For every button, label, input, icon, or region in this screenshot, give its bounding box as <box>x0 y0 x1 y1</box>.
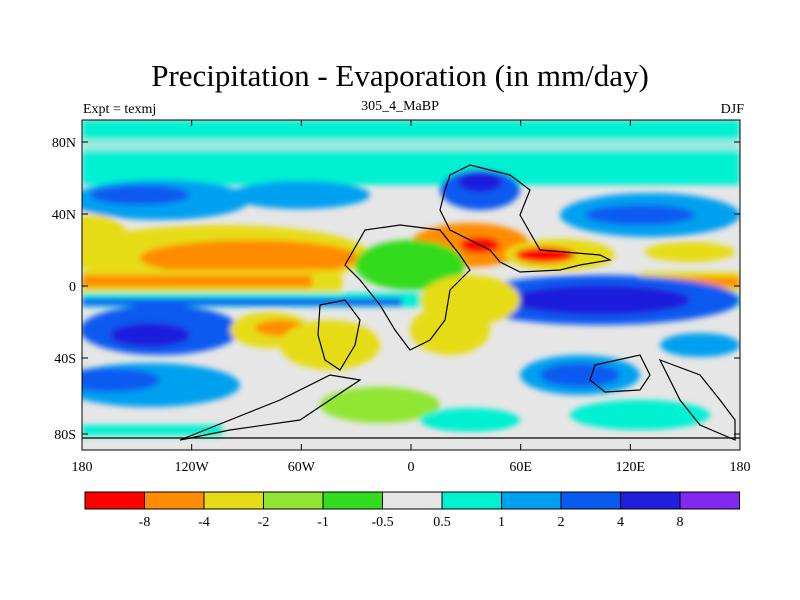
colorbar-swatch <box>144 491 205 510</box>
colorbar-swatch <box>501 491 562 510</box>
y-tick-label: 80S <box>54 428 76 443</box>
colorbar-label: 2 <box>558 515 565 530</box>
x-axis: 180 120W 60W 0 60E 120E 180 <box>72 120 751 475</box>
period-label: 305_4_MaBP <box>361 99 439 114</box>
season-label: DJF <box>720 102 744 117</box>
colorbar-label: 1 <box>498 515 505 530</box>
colorbar-label: -0.5 <box>371 515 393 530</box>
colorbar-swatch <box>203 491 264 510</box>
colorbar-label: 4 <box>617 515 624 530</box>
colorbar-label: -1 <box>317 515 329 530</box>
colorbar-label: -8 <box>139 515 151 530</box>
colorbar: -8 -4 -2 -1 -0.5 0.5 1 2 4 8 <box>84 491 740 530</box>
colorbar-swatch <box>441 491 502 510</box>
x-tick-label: 120W <box>175 460 210 475</box>
colorbar-swatch <box>322 491 383 510</box>
y-tick-label: 80N <box>52 136 76 151</box>
colorbar-swatch <box>84 491 145 510</box>
experiment-label: Expt = texmj <box>83 102 157 117</box>
colorbar-label: -2 <box>258 515 270 530</box>
x-tick-label: 120E <box>616 460 646 475</box>
colorbar-swatch <box>679 491 740 510</box>
colorbar-swatch <box>560 491 621 510</box>
colorbar-swatch <box>382 491 443 510</box>
x-tick-label: 0 <box>408 460 415 475</box>
y-tick-label: 40N <box>52 208 76 223</box>
x-tick-label: 180 <box>730 460 751 475</box>
x-tick-label: 60W <box>288 460 316 475</box>
y-tick-label: 0 <box>69 280 76 295</box>
continent-outlines <box>82 164 740 441</box>
colorbar-label: 0.5 <box>433 515 451 530</box>
precip-evap-field <box>82 120 740 450</box>
y-axis: 80N 40N 0 40S 80S <box>52 136 740 443</box>
x-tick-label: 60E <box>509 460 532 475</box>
colorbar-label: 8 <box>677 515 684 530</box>
colorbar-label: -4 <box>198 515 210 530</box>
colorbar-swatch <box>620 491 681 510</box>
x-tick-label: 180 <box>72 460 93 475</box>
colorbar-swatch <box>263 491 324 510</box>
map-title: Precipitation - Evaporation (in mm/day) <box>151 58 649 93</box>
y-tick-label: 40S <box>54 352 76 367</box>
